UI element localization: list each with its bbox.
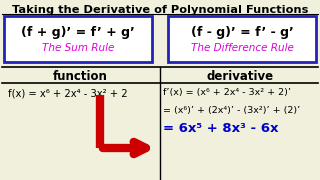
Text: derivative: derivative	[206, 70, 274, 83]
Text: Taking the Derivative of Polynomial Functions: Taking the Derivative of Polynomial Func…	[12, 5, 308, 15]
Text: The Difference Rule: The Difference Rule	[191, 43, 293, 53]
Text: = (x⁶)’ + (2x⁴)’ - (3x²)’ + (2)’: = (x⁶)’ + (2x⁴)’ - (3x²)’ + (2)’	[163, 106, 300, 115]
Text: The Sum Rule: The Sum Rule	[42, 43, 114, 53]
Text: function: function	[52, 70, 108, 83]
Text: f(x) = x⁶ + 2x⁴ - 3x² + 2: f(x) = x⁶ + 2x⁴ - 3x² + 2	[8, 88, 128, 98]
Text: = 6x⁵ + 8x³ - 6x: = 6x⁵ + 8x³ - 6x	[163, 122, 278, 135]
Text: f’(x) = (x⁶ + 2x⁴ - 3x² + 2)’: f’(x) = (x⁶ + 2x⁴ - 3x² + 2)’	[163, 88, 291, 97]
FancyBboxPatch shape	[4, 16, 152, 62]
Text: (f - g)’ = f’ - g’: (f - g)’ = f’ - g’	[191, 26, 293, 39]
Text: (f + g)’ = f’ + g’: (f + g)’ = f’ + g’	[21, 26, 135, 39]
FancyBboxPatch shape	[168, 16, 316, 62]
